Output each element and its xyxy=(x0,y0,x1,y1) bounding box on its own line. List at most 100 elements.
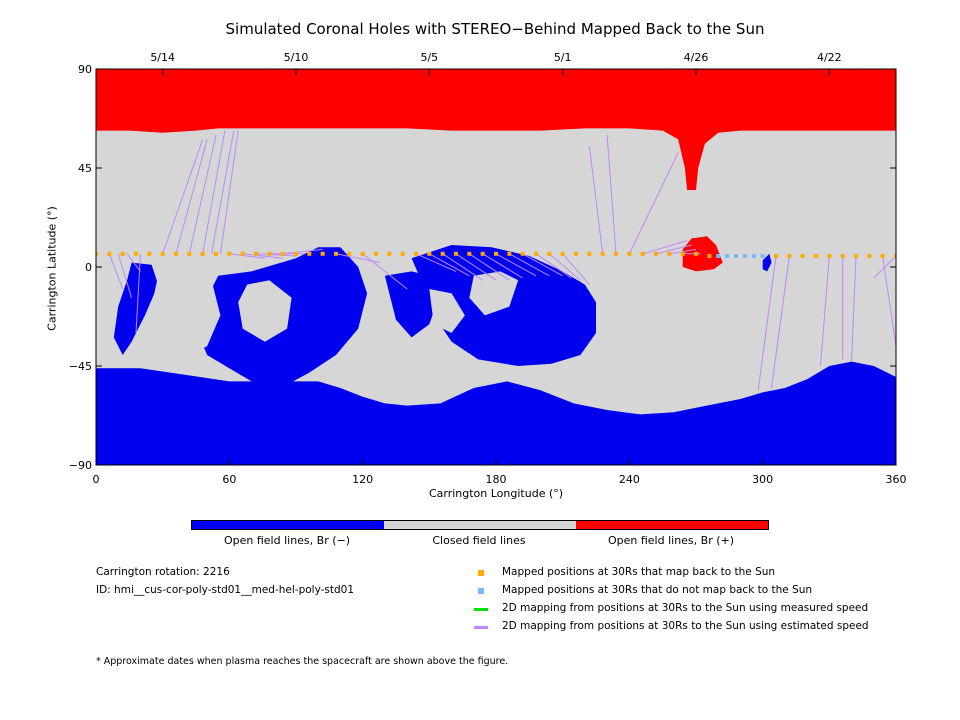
date-tick-label: 5/1 xyxy=(554,51,572,64)
mapped-point-back xyxy=(200,251,205,256)
y-tick-label: 0 xyxy=(85,261,92,274)
y-axis-label: Carrington Latitude (°) xyxy=(45,206,59,331)
mapped-point-back xyxy=(614,251,618,256)
mapped-point-back xyxy=(347,251,352,256)
closed-field-island xyxy=(469,271,519,316)
closed-field-island xyxy=(429,289,465,333)
mapped-point-back xyxy=(867,254,872,258)
mapped-point-noback xyxy=(725,254,730,258)
estimated-speed-mapping-line xyxy=(188,134,217,254)
mapped-point-back xyxy=(414,251,418,256)
mapped-point-back xyxy=(107,251,112,256)
estimated-speed-mapping-line xyxy=(117,253,133,298)
colorbar-segment-negative xyxy=(192,521,384,529)
mapped-point-back xyxy=(134,251,138,256)
mapped-point-back xyxy=(454,251,458,256)
x-tick-label: 120 xyxy=(352,473,373,486)
positive-coronal-hole-patch xyxy=(682,236,723,272)
mapped-point-back xyxy=(214,251,218,256)
estimated-speed-mapping-line xyxy=(229,253,265,259)
estimated-speed-mapping-line xyxy=(469,253,510,281)
mapped-point-back xyxy=(227,251,232,256)
model-id: ID: hmi__cus-cor-poly-std01__med-hel-pol… xyxy=(96,584,355,596)
mapped-point-back xyxy=(174,251,178,256)
mapped-point-back xyxy=(387,251,392,256)
mapped-point-back xyxy=(667,251,672,256)
estimated-speed-mapping-line xyxy=(455,253,497,281)
mapped-point-back xyxy=(254,251,258,256)
mapped-point-back xyxy=(187,251,192,256)
mapped-point-back xyxy=(534,251,538,256)
mapped-point-back xyxy=(267,251,272,256)
legend-label: 2D mapping from positions at 30Rs to the… xyxy=(502,602,869,614)
mapped-point-back xyxy=(547,251,552,256)
estimated-speed-mapping-line xyxy=(642,240,688,255)
legend-label: 2D mapping from positions at 30Rs to the… xyxy=(502,620,869,632)
estimated-speed-mapping-line xyxy=(96,253,97,265)
mapped-point-noback xyxy=(760,254,765,258)
estimated-speed-mapping-line xyxy=(771,255,790,389)
mapped-point-noback xyxy=(716,254,721,258)
mapped-point-back xyxy=(587,251,592,256)
date-tick-label: 4/22 xyxy=(817,51,842,64)
date-tick-label: 5/10 xyxy=(284,51,309,64)
mapped-point-back xyxy=(147,251,152,256)
mapped-point-back xyxy=(894,254,896,258)
mapped-point-back xyxy=(520,251,525,256)
y-tick-label: 90 xyxy=(78,63,92,76)
mapped-point-back xyxy=(694,251,698,256)
mapped-point-back xyxy=(120,251,125,256)
estimated-speed-mapping-line xyxy=(757,255,777,391)
mapped-point-back xyxy=(854,254,858,258)
mapped-point-back xyxy=(627,251,632,256)
legend-swatch-orange xyxy=(478,570,484,576)
colorbar-label-negative: Open field lines, Br (−) xyxy=(223,534,351,547)
mapped-point-back xyxy=(294,251,298,256)
estimated-speed-mapping-line xyxy=(509,253,550,277)
estimated-speed-mapping-line xyxy=(562,253,590,285)
mapped-point-noback xyxy=(742,254,747,258)
mapped-point-back xyxy=(654,251,658,256)
mapped-point-back xyxy=(707,254,712,258)
colorbar-segment-positive xyxy=(576,521,768,529)
colorbar xyxy=(191,520,769,530)
estimated-speed-mapping-line xyxy=(535,253,572,279)
x-axis-label: Carrington Longitude (°) xyxy=(428,487,564,500)
estimated-speed-mapping-line xyxy=(242,253,283,259)
mapped-point-back xyxy=(507,251,512,256)
date-tick-label: 4/26 xyxy=(684,51,709,64)
legend-label: Mapped positions at 30Rs that do not map… xyxy=(502,584,813,596)
estimated-speed-mapping-line xyxy=(482,253,523,279)
colorbar-segment-closed xyxy=(384,521,576,529)
estimated-speed-mapping-line xyxy=(175,139,208,254)
closed-field-island xyxy=(149,271,221,360)
estimated-speed-mapping-line xyxy=(219,130,239,254)
mapped-point-back xyxy=(814,254,818,258)
mapped-point-noback xyxy=(734,254,738,258)
date-tick-label: 5/5 xyxy=(420,51,438,64)
estimated-speed-mapping-line xyxy=(202,130,226,254)
mapped-point-back xyxy=(374,251,378,256)
mapped-point-back xyxy=(400,251,405,256)
estimated-speed-mapping-line xyxy=(851,255,857,362)
estimated-speed-mapping-line xyxy=(655,244,692,255)
estimated-speed-mapping-line xyxy=(255,253,297,257)
y-tick-label: −90 xyxy=(69,459,92,472)
footnote: * Approximate dates when plasma reaches … xyxy=(96,656,509,667)
legend-swatch-purple-line xyxy=(474,626,488,629)
x-tick-label: 180 xyxy=(486,473,507,486)
mapped-point-noback xyxy=(751,254,756,258)
mapped-point-back xyxy=(494,251,498,256)
chart-title: Simulated Coronal Holes with STEREO−Behi… xyxy=(225,20,765,38)
closed-field-island xyxy=(238,280,292,342)
colorbar-label-closed: Closed field lines xyxy=(432,534,526,547)
mapped-point-back xyxy=(880,254,885,258)
estimated-speed-mapping-line xyxy=(819,255,830,367)
estimated-speed-mapping-line xyxy=(495,253,537,277)
date-tick-label: 5/14 xyxy=(150,51,175,64)
south-polar-coronal-hole xyxy=(96,361,896,465)
mapped-point-back xyxy=(600,251,605,256)
estimated-speed-mapping-line xyxy=(162,139,204,254)
negative-coronal-hole-patch xyxy=(762,253,772,272)
mapped-point-back xyxy=(334,251,338,256)
